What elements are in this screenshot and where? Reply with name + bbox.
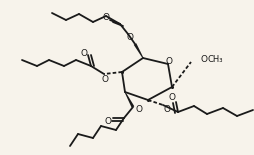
Text: O: O <box>80 49 87 58</box>
Text: O: O <box>163 106 170 115</box>
Text: O: O <box>126 33 133 42</box>
Text: O: O <box>168 93 175 102</box>
Text: O: O <box>135 104 142 113</box>
Text: O: O <box>200 55 207 64</box>
Text: O: O <box>102 13 109 22</box>
Text: O: O <box>101 75 108 84</box>
Polygon shape <box>124 92 134 108</box>
Text: O: O <box>104 117 111 126</box>
Polygon shape <box>133 43 143 58</box>
Text: CH₃: CH₃ <box>207 55 222 64</box>
Text: O: O <box>165 57 172 66</box>
